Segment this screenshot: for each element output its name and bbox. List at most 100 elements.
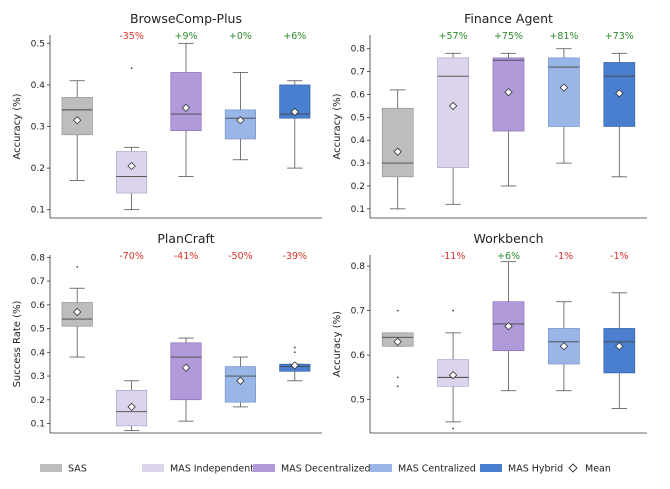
delta-annotation: +9%: [174, 31, 197, 42]
delta-annotation: -1%: [555, 251, 574, 262]
y-tick-label: 0.4: [31, 348, 46, 358]
mean-marker: [615, 89, 624, 98]
mean-marker: [181, 363, 191, 372]
outlier-point: [452, 427, 454, 430]
delta-annotation: -50%: [228, 251, 253, 262]
box-mas-centralized: +0%: [224, 31, 256, 161]
box-iqr: [492, 301, 525, 351]
mean-marker: [504, 322, 513, 331]
box-sas: [61, 80, 93, 181]
legend-label: SAS: [68, 464, 87, 475]
box-iqr: [548, 57, 580, 127]
mean-marker: [290, 361, 299, 370]
panel-3: Workbench 0.5 0.6 0.7 0.8 Accuracy (%) -11% +6%…: [332, 231, 647, 434]
delta-annotation: +75%: [494, 31, 523, 42]
y-tick-label: 0.4: [31, 81, 46, 91]
y-tick-label: 0.5: [31, 39, 45, 49]
y-tick-label: 0.7: [351, 307, 365, 317]
outlier-point: [76, 265, 79, 268]
panel-title: Workbench: [474, 231, 544, 246]
y-tick-label: 0.4: [351, 136, 366, 146]
y-tick-label: 0.5: [31, 325, 45, 335]
mean-marker: [290, 107, 299, 117]
legend-label: MAS Hybrid: [508, 464, 563, 475]
outlier-point: [396, 385, 399, 388]
legend-label: MAS Centralized: [398, 464, 476, 475]
legend: SAS MAS Independent MAS Decentralized MAS C…: [40, 463, 611, 475]
y-axis-label: Success Rate (%): [12, 300, 23, 387]
y-tick-label: 0.2: [31, 396, 45, 406]
y-tick-label: 0.3: [31, 372, 45, 382]
mean-marker: [615, 342, 624, 351]
mean-marker: [448, 101, 458, 111]
box-mas-independent: -70%: [116, 251, 148, 432]
y-tick-label: 0.2: [351, 182, 365, 192]
outlier-point: [130, 67, 133, 70]
box-mas-decentralized: +6%: [492, 251, 525, 392]
outlier-point: [396, 376, 399, 379]
box-mas-hybrid: +6%: [279, 31, 311, 169]
box-sas: [61, 265, 93, 358]
legend-label: Mean: [585, 464, 611, 475]
mean-marker: [181, 103, 191, 112]
y-tick-label: 0.2: [31, 164, 45, 174]
box-mas-independent: +57%: [437, 31, 469, 205]
box-mas-decentralized: +75%: [492, 31, 525, 187]
box-mas-independent: -11%: [437, 251, 469, 430]
box-mas-decentralized: +9%: [170, 31, 202, 177]
outlier-point: [293, 351, 296, 354]
box-iqr: [603, 328, 636, 374]
box-iqr: [116, 151, 148, 194]
y-tick-label: 0.8: [351, 262, 366, 272]
mean-marker: [73, 307, 82, 317]
y-tick-label: 0.6: [351, 351, 366, 361]
mean-marker: [236, 376, 245, 385]
y-tick-label: 0.1: [31, 206, 45, 216]
box-iqr: [381, 107, 414, 178]
mean-marker: [559, 83, 569, 92]
legend-swatch: [142, 464, 164, 472]
y-tick-label: 0.7: [351, 68, 365, 78]
y-tick-label: 0.6: [31, 301, 46, 311]
delta-annotation: +6%: [283, 31, 306, 42]
delta-annotation: -35%: [119, 31, 144, 42]
y-axis-label: Accuracy (%): [332, 93, 343, 159]
delta-annotation: +73%: [605, 31, 634, 42]
mean-marker: [393, 337, 402, 346]
delta-annotation: +0%: [229, 31, 252, 42]
y-tick-label: 0.5: [351, 396, 365, 406]
delta-annotation: +6%: [497, 251, 520, 262]
box-mas-centralized: -50%: [224, 251, 256, 408]
delta-annotation: -39%: [283, 251, 308, 262]
box-mas-centralized: -1%: [548, 251, 580, 392]
panel-0: BrowseComp-Plus 0.1 0.2 0.3 0.4 0.5 Accuracy (…: [12, 11, 322, 219]
panel-1: Finance Agent 0.1 0.2 0.3 0.4 0.5 0.6 0.7 0.8 Acc…: [332, 11, 647, 219]
box-sas: [381, 89, 414, 210]
y-axis-label: Accuracy (%): [12, 93, 23, 159]
outlier-point: [396, 309, 399, 312]
y-tick-label: 0.5: [351, 113, 365, 123]
box-mas-decentralized: -41%: [170, 251, 202, 422]
y-axis-label: Accuracy (%): [332, 311, 343, 377]
mean-marker: [73, 116, 82, 125]
mean-marker: [236, 116, 245, 125]
delta-annotation: +57%: [439, 31, 468, 42]
mean-marker: [448, 370, 458, 380]
box-iqr: [170, 72, 202, 131]
delta-annotation: +81%: [549, 31, 578, 42]
legend-swatch: [370, 464, 392, 472]
panel-2: PlanCraft 0.1 0.2 0.3 0.4 0.5 0.6 0.7 0.8 Success…: [12, 231, 322, 434]
y-tick-label: 0.3: [31, 123, 45, 133]
delta-annotation: -70%: [119, 251, 144, 262]
y-tick-label: 0.1: [351, 205, 365, 215]
box-mas-independent: -35%: [116, 31, 148, 211]
legend-swatch-mean: [568, 463, 578, 473]
box-iqr: [170, 342, 202, 401]
legend-swatch: [40, 464, 62, 472]
mean-marker: [127, 161, 136, 171]
y-tick-label: 0.8: [351, 45, 366, 55]
box-mas-hybrid: -39%: [279, 251, 311, 382]
box-mas-hybrid: +73%: [603, 31, 636, 178]
outlier-point: [452, 309, 454, 312]
